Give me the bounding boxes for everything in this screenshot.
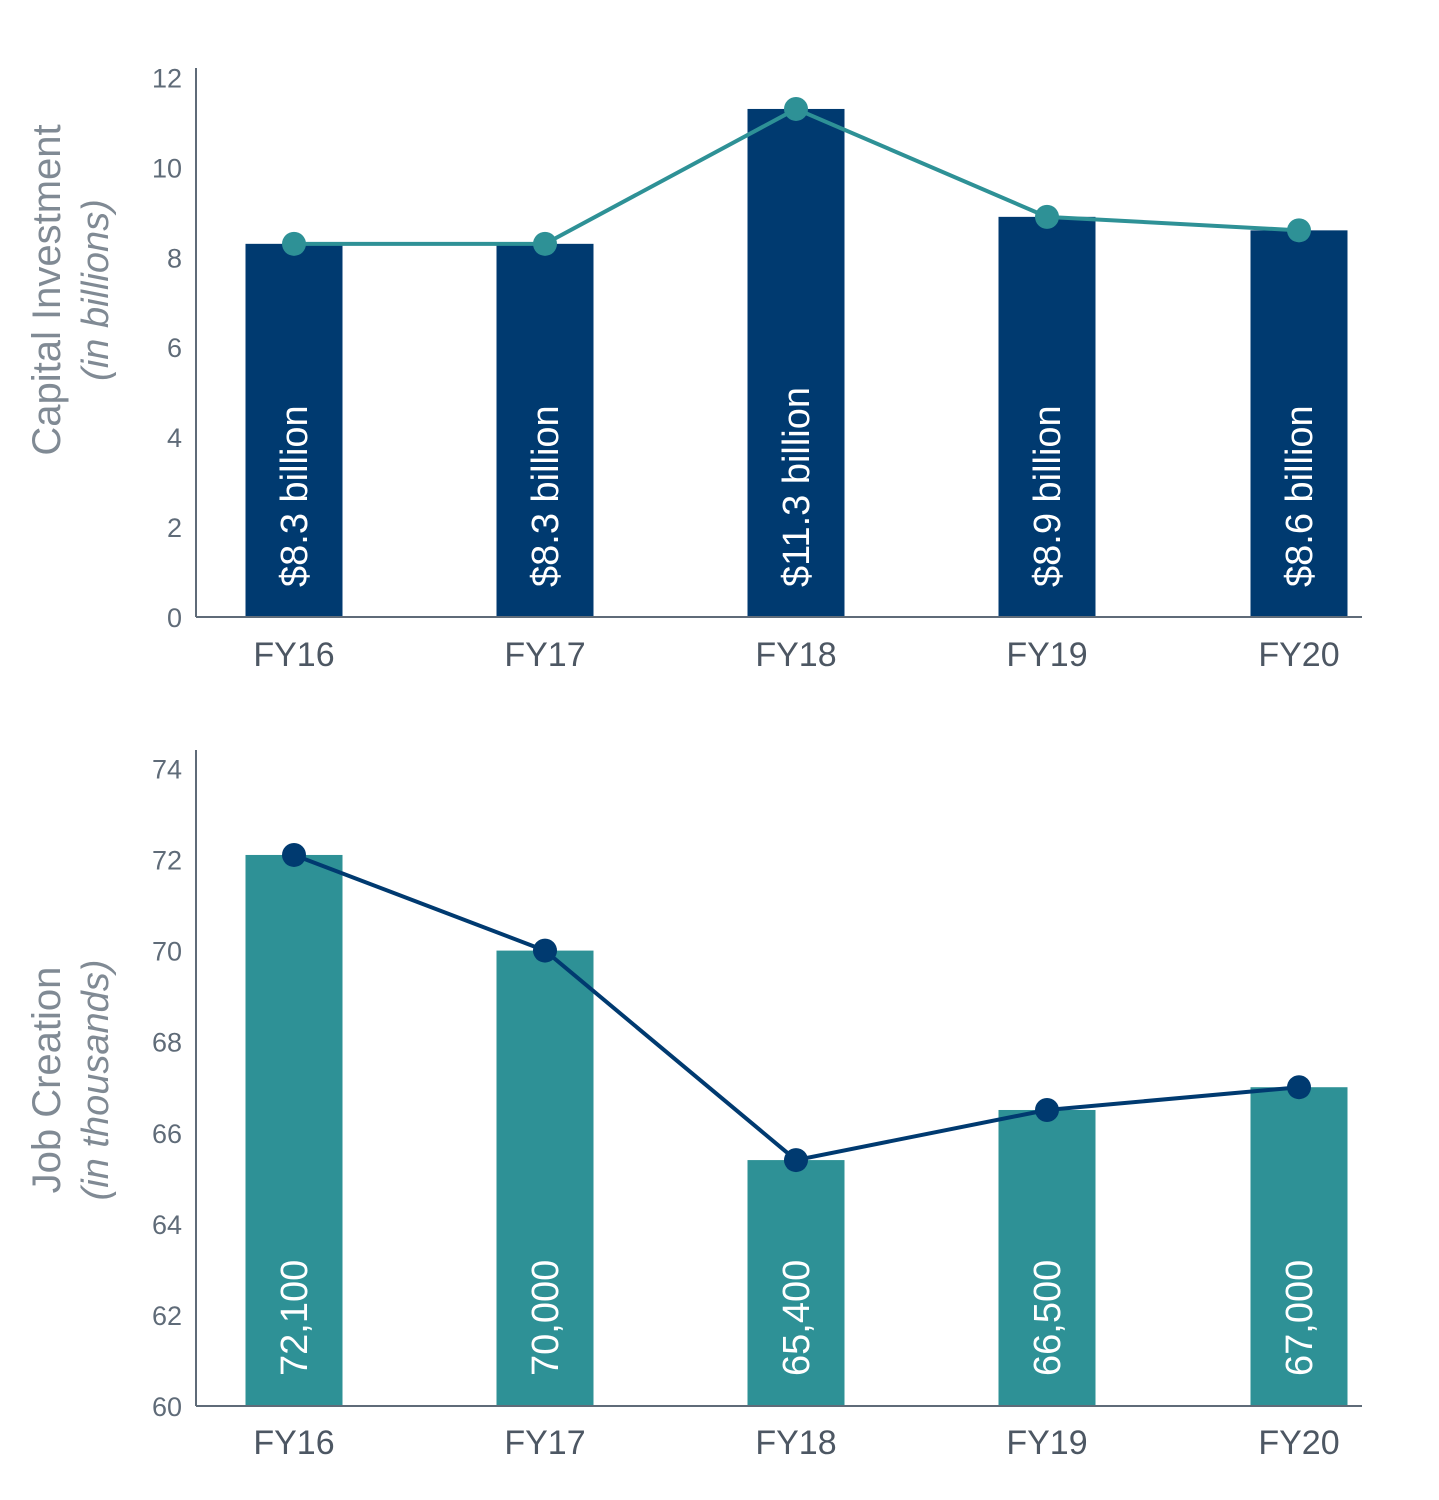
capital-trend-point <box>1287 218 1311 243</box>
jobs-bar-fy18 <box>747 1160 845 1406</box>
capital-category-label: FY17 <box>504 636 585 674</box>
capital-y-axis-title: Capital Investment <box>25 124 69 455</box>
capital-bar-fy19 <box>998 216 1096 617</box>
capital-bar-fy17 <box>496 243 594 617</box>
jobs-trend-point <box>282 842 306 867</box>
capital-category-label: FY18 <box>755 636 836 674</box>
jobs-ytick-label: 64 <box>152 1210 182 1240</box>
capital-ytick-label: 12 <box>152 63 182 93</box>
jobs-ytick-label: 62 <box>152 1301 182 1331</box>
capital-ytick-label: 2 <box>167 513 182 543</box>
capital-category-label: FY19 <box>1006 636 1087 674</box>
capital-bar-fy16 <box>245 243 343 617</box>
jobs-bar-value-label: 72,100 <box>274 1260 316 1376</box>
jobs-category-label: FY20 <box>1258 1424 1339 1462</box>
job-creation-chart: 60 62 64 66 68 70 72 74 72,100 70,000 65,400 66,500… <box>25 750 1362 1462</box>
capital-trend-point <box>1035 204 1059 229</box>
jobs-ytick-label: 74 <box>152 754 182 784</box>
jobs-category-label: FY19 <box>1006 1424 1087 1462</box>
jobs-category-label: FY18 <box>755 1424 836 1462</box>
capital-bar-value-label: $8.3 billion <box>274 405 316 587</box>
capital-investment-chart: 0 2 4 6 8 10 12 $8.3 billion $8.3 billion $11.3 b… <box>25 63 1362 674</box>
jobs-bar-fy16 <box>245 854 343 1406</box>
jobs-trend-point <box>1287 1075 1311 1100</box>
capital-category-label: FY16 <box>253 636 334 674</box>
capital-bar-fy20 <box>1250 230 1348 617</box>
capital-ytick-label: 8 <box>167 243 182 273</box>
capital-bar-value-label: $8.9 billion <box>1027 405 1069 587</box>
capital-bar-fy18 <box>747 108 845 618</box>
jobs-bar-fy19 <box>998 1109 1096 1406</box>
jobs-ytick-label: 70 <box>152 937 182 967</box>
capital-bar-value-label: $11.3 billion <box>776 387 818 587</box>
jobs-y-axis-subtitle: (in thousands) <box>75 960 117 1201</box>
capital-ytick-label: 4 <box>167 423 182 453</box>
jobs-ytick-label: 68 <box>152 1028 182 1058</box>
jobs-ytick-label: 60 <box>152 1392 182 1422</box>
capital-trend-point <box>784 96 808 121</box>
jobs-trend-point <box>1035 1097 1059 1122</box>
capital-ytick-label: 6 <box>167 333 182 363</box>
capital-y-axis-subtitle: (in billions) <box>75 199 117 381</box>
jobs-bar-fy17 <box>496 950 594 1406</box>
jobs-trend-point <box>784 1148 808 1173</box>
capital-ytick-label: 0 <box>167 603 182 633</box>
capital-category-label: FY20 <box>1258 636 1339 674</box>
jobs-trend-line <box>293 853 1300 1163</box>
capital-trend-point <box>533 231 557 256</box>
jobs-bar-value-label: 70,000 <box>525 1260 567 1376</box>
jobs-ytick-label: 72 <box>152 846 182 876</box>
jobs-bar-value-label: 65,400 <box>776 1260 818 1376</box>
capital-ytick-label: 10 <box>152 153 182 183</box>
jobs-ytick-label: 66 <box>152 1119 182 1149</box>
capital-bar-value-label: $8.3 billion <box>525 405 567 587</box>
jobs-category-label: FY16 <box>253 1424 334 1462</box>
capital-trend-point <box>282 231 306 256</box>
jobs-bar-value-label: 66,500 <box>1027 1260 1069 1376</box>
jobs-bar-value-label: 67,000 <box>1279 1260 1321 1376</box>
jobs-trend-point <box>533 938 557 963</box>
capital-bar-value-label: $8.6 billion <box>1279 405 1321 587</box>
jobs-category-label: FY17 <box>504 1424 585 1462</box>
jobs-y-axis-title: Job Creation <box>25 967 69 1194</box>
jobs-bar-fy20 <box>1250 1087 1348 1406</box>
